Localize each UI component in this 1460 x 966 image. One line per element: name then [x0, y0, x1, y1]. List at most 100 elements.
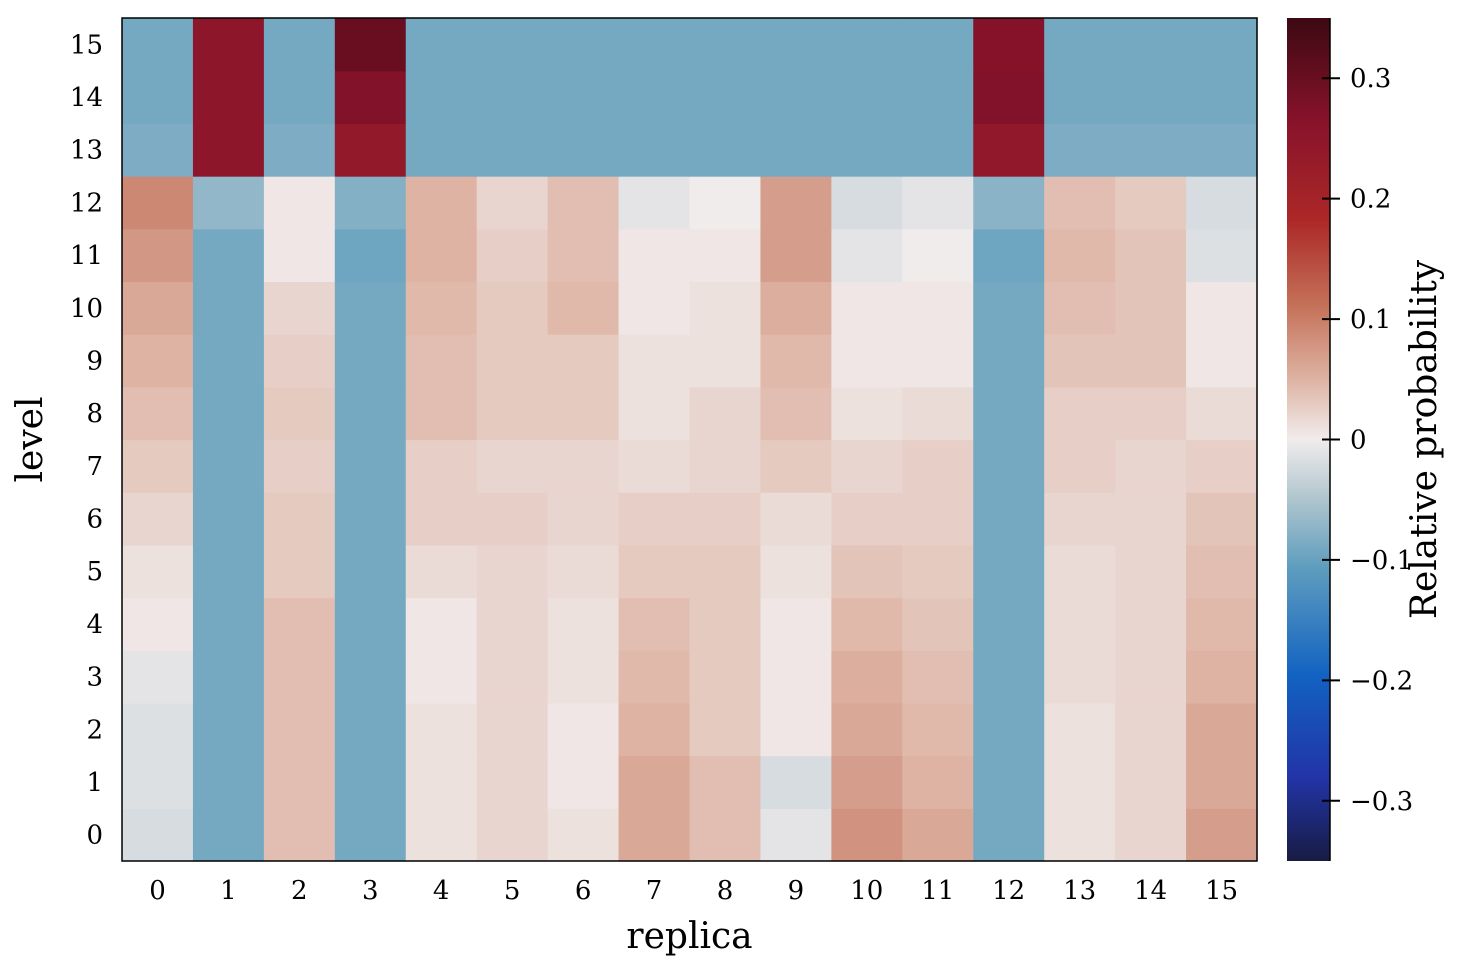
y-tick-label: 4: [86, 610, 103, 640]
heatmap-cell: [973, 281, 1045, 335]
heatmap-cell: [831, 281, 903, 335]
heatmap-cell: [405, 70, 478, 124]
heatmap-cell: [689, 386, 762, 441]
heatmap-cell: [547, 650, 620, 704]
heatmap-cell: [1044, 544, 1116, 599]
heatmap-cell: [831, 544, 903, 599]
heatmap-cell: [1044, 755, 1116, 809]
heatmap-cell: [263, 123, 336, 177]
heatmap-cell: [547, 755, 620, 809]
heatmap-cell: [1186, 597, 1258, 651]
heatmap-cell: [122, 544, 194, 599]
heatmap-cell: [1044, 123, 1116, 177]
y-tick-label: 8: [86, 399, 103, 429]
heatmap-cell: [689, 755, 762, 809]
heatmap-cell: [476, 228, 549, 283]
heatmap-cell: [1115, 386, 1187, 441]
heatmap-cell: [547, 176, 620, 230]
heatmap-cell: [831, 597, 903, 651]
heatmap-cell: [1186, 18, 1258, 72]
heatmap-cell: [973, 492, 1045, 546]
y-tick-label: 14: [70, 83, 103, 113]
heatmap-cell: [1044, 334, 1116, 388]
heatmap-cell: [760, 597, 832, 651]
y-tick-label: 11: [70, 241, 103, 271]
colorbar-tick-label: 0.3: [1350, 64, 1391, 94]
heatmap-cell: [334, 702, 407, 757]
colorbar-label: Relative probability: [1404, 259, 1445, 619]
heatmap-cell: [122, 176, 194, 230]
heatmap-cell: [831, 228, 903, 283]
heatmap-cell: [902, 18, 974, 72]
heatmap-cell: [334, 281, 407, 335]
heatmap-cell: [1044, 439, 1116, 493]
heatmap-cell: [405, 123, 478, 177]
heatmap-cell: [192, 281, 265, 335]
heatmap-cell: [902, 123, 974, 177]
heatmap-cell: [831, 702, 903, 757]
heatmap-cell: [973, 597, 1045, 651]
colorbar-tick-label: −0.2: [1350, 666, 1413, 696]
heatmap-cell: [760, 755, 832, 809]
heatmap-cell: [192, 123, 265, 177]
heatmap-cell: [334, 386, 407, 441]
heatmap-cell: [902, 755, 974, 809]
heatmap-cell: [973, 650, 1045, 704]
heatmap-cell: [405, 176, 478, 230]
heatmap-cell: [902, 70, 974, 124]
heatmap-cell: [547, 386, 620, 441]
heatmap-cell: [122, 334, 194, 388]
heatmap-cell: [122, 18, 194, 72]
heatmap-cell: [476, 439, 549, 493]
heatmap-cell: [476, 755, 549, 809]
heatmap-cell: [192, 334, 265, 388]
heatmap-cell: [760, 386, 832, 441]
x-tick-label: 11: [921, 876, 954, 906]
y-axis-label: level: [10, 397, 51, 483]
heatmap-cell: [122, 492, 194, 546]
heatmap-cell: [334, 755, 407, 809]
heatmap-cell: [760, 492, 832, 546]
heatmap-cell: [973, 755, 1045, 809]
heatmap-cell: [973, 18, 1045, 72]
x-tick-label: 0: [149, 876, 166, 906]
heatmap-cell: [1115, 702, 1187, 757]
heatmap-cell: [334, 176, 407, 230]
heatmap-cell: [831, 492, 903, 546]
heatmap-cell: [547, 492, 620, 546]
heatmap-cell: [122, 808, 194, 862]
heatmap-cell: [689, 334, 762, 388]
colorbar-tick-label: −0.3: [1350, 787, 1413, 817]
heatmap-cell: [334, 228, 407, 283]
heatmap-cell: [405, 228, 478, 283]
heatmap-cell: [689, 650, 762, 704]
heatmap-cell: [547, 70, 620, 124]
heatmap-cell: [1044, 597, 1116, 651]
heatmap-cell: [1044, 702, 1116, 757]
heatmap-cell: [973, 544, 1045, 599]
heatmap-cell: [831, 650, 903, 704]
heatmap-cell: [263, 808, 336, 862]
heatmap-cell: [689, 228, 762, 283]
heatmap-cell: [1044, 18, 1116, 72]
heatmap-cell: [689, 544, 762, 599]
heatmap-cell: [405, 439, 478, 493]
heatmap-cell: [618, 755, 691, 809]
heatmap-cell: [1186, 386, 1258, 441]
heatmap-cell: [405, 492, 478, 546]
colorbar-ticks: −0.3 −0.2 −0.1 0 0.1 0.2 0.3: [1322, 18, 1413, 861]
heatmap-cell: [831, 123, 903, 177]
x-tick-label: 12: [992, 876, 1025, 906]
heatmap-cell: [1186, 544, 1258, 599]
heatmap-cell: [902, 386, 974, 441]
heatmap-cell: [263, 386, 336, 441]
heatmap-cell: [263, 544, 336, 599]
colorbar-tick-label: 0: [1350, 426, 1367, 456]
heatmap-cell: [973, 123, 1045, 177]
heatmap-cell: [476, 70, 549, 124]
heatmap-cell: [831, 18, 903, 72]
heatmap-cell: [476, 544, 549, 599]
heatmap-cell: [831, 176, 903, 230]
colorbar-tick-label: 0.2: [1350, 185, 1391, 215]
heatmap-cell: [902, 228, 974, 283]
